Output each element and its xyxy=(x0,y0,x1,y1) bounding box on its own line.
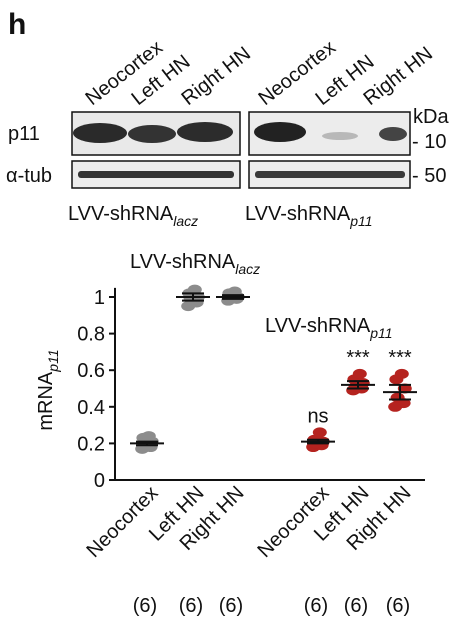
annotation: LVV-shRNAp11 xyxy=(265,315,393,341)
n-label: (6) xyxy=(179,595,203,617)
n-label: (6) xyxy=(386,595,410,617)
y-tick-label: 0.4 xyxy=(77,397,105,419)
significance-label: *** xyxy=(346,347,370,369)
blot-group-label: LVV-shRNAlacz xyxy=(68,203,198,229)
blot xyxy=(71,111,411,189)
data-point xyxy=(187,284,202,295)
data-point xyxy=(394,368,409,379)
blot-lane-label: Right HN xyxy=(360,43,437,110)
x-tick-label: Neocortex xyxy=(83,482,163,562)
blot-row-label: α-tub xyxy=(6,165,52,187)
n-label: (6) xyxy=(344,595,368,617)
blot-unit: kDa xyxy=(413,106,449,128)
significance-label: *** xyxy=(388,347,412,369)
blot-marker: - 10 xyxy=(412,131,446,153)
data-point xyxy=(227,286,242,297)
y-tick-label: 0 xyxy=(94,470,105,492)
y-tick-label: 0.6 xyxy=(77,360,105,382)
n-label: (6) xyxy=(219,595,243,617)
n-label: (6) xyxy=(133,595,157,617)
y-tick-label: 0.2 xyxy=(77,433,105,455)
y-axis-label: mRNAp11 xyxy=(35,349,61,430)
panel-label: h xyxy=(8,8,26,41)
data-point xyxy=(352,368,367,379)
y-tick-label: 0.8 xyxy=(77,324,105,346)
blot-group-label: LVV-shRNAp11 xyxy=(245,203,373,229)
data-point xyxy=(390,392,405,403)
y-tick-label: 1 xyxy=(94,287,105,309)
annotation: LVV-shRNAlacz xyxy=(130,251,260,277)
significance-label: ns xyxy=(307,405,328,427)
blot-lane-label: Right HN xyxy=(178,43,255,110)
blot-row-label: p11 xyxy=(8,123,40,145)
data-point xyxy=(397,383,412,394)
data-point xyxy=(312,427,327,438)
data-point xyxy=(141,431,156,442)
blot-marker: - 50 xyxy=(412,165,446,187)
n-label: (6) xyxy=(304,595,328,617)
